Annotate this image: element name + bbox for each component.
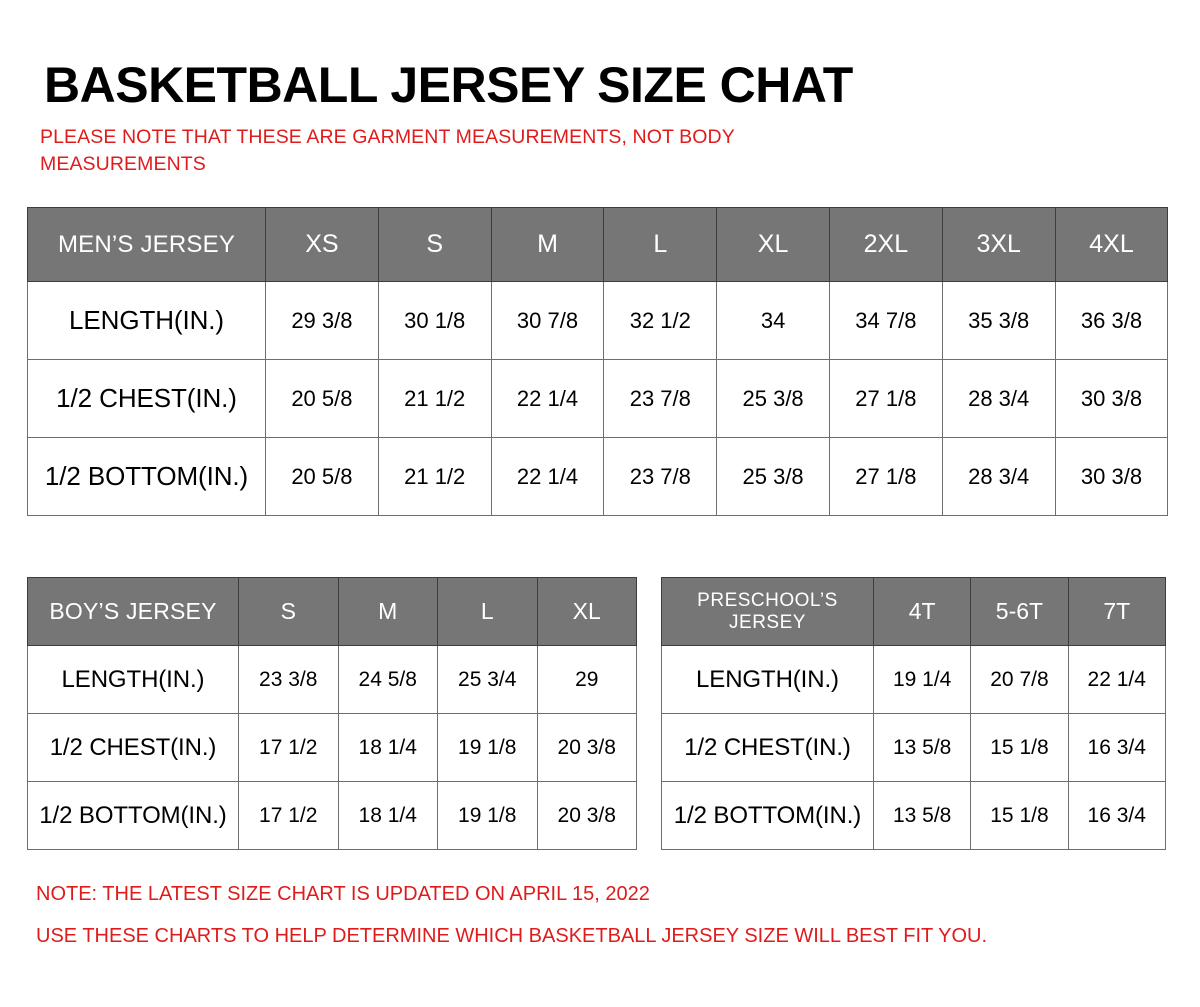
footer-note-usage: USE THESE CHARTS TO HELP DETERMINE WHICH…: [36, 925, 987, 947]
mens-measurement-cell: 30 3/8: [1054, 359, 1169, 438]
preschool-table-row: 1/2 CHEST(IN.) 13 5/8 15 1/8 16 3/4: [661, 713, 1166, 782]
preschool-table-row: LENGTH(IN.) 19 1/4 20 7/8 22 1/4: [661, 645, 1166, 714]
mens-table-head: MEN’S JERSEY XS S M L XL 2XL 3XL 4XL: [27, 207, 1169, 282]
preschool-table-body: LENGTH(IN.) 19 1/4 20 7/8 22 1/4 1/2 CHEST(I…: [661, 645, 1166, 850]
mens-corner-label: MEN’S JERSEY: [27, 207, 266, 282]
preschool-row-label: 1/2 CHEST(IN.): [661, 713, 874, 782]
mens-measurement-cell: 22 1/4: [490, 437, 605, 516]
boys-size-header-s: S: [238, 577, 339, 646]
mens-header-row: MEN’S JERSEY XS S M L XL 2XL 3XL 4XL: [27, 207, 1169, 282]
mens-size-header-2xl: 2XL: [828, 207, 943, 282]
boys-corner-label: BOY’S JERSEY: [27, 577, 239, 646]
mens-table-row: LENGTH(IN.) 29 3/8 30 1/8 30 7/8 32 1/2 34 34 …: [27, 281, 1169, 360]
mens-measurement-cell: 28 3/4: [941, 437, 1056, 516]
preschool-measurement-cell: 22 1/4: [1067, 645, 1166, 714]
mens-measurement-cell: 28 3/4: [941, 359, 1056, 438]
preschool-measurement-cell: 13 5/8: [872, 713, 972, 782]
boys-measurement-cell: 24 5/8: [337, 645, 438, 714]
preschool-table-head: PRESCHOOL’S JERSEY 4T 5-6T 7T: [661, 577, 1166, 646]
mens-measurement-cell: 29 3/8: [265, 281, 379, 360]
boys-row-label: 1/2 CHEST(IN.): [27, 713, 239, 782]
boys-measurement-cell: 20 3/8: [536, 781, 637, 850]
mens-measurement-cell: 27 1/8: [828, 359, 943, 438]
mens-row-label: LENGTH(IN.): [27, 281, 266, 360]
mens-measurement-cell: 30 3/8: [1054, 437, 1169, 516]
footer-notes: NOTE: THE LATEST SIZE CHART IS UPDATED O…: [36, 884, 1136, 968]
mens-jersey-size-table: MEN’S JERSEY XS S M L XL 2XL 3XL 4XL LENGTH(IN.)…: [27, 207, 1169, 516]
mens-table-body: LENGTH(IN.) 29 3/8 30 1/8 30 7/8 32 1/2 34 34 …: [27, 281, 1169, 516]
mens-measurement-cell: 21 1/2: [377, 437, 492, 516]
boys-size-header-l: L: [437, 577, 538, 646]
preschool-size-header-5-6t: 5-6T: [970, 577, 1069, 646]
mens-row-label: 1/2 CHEST(IN.): [27, 359, 266, 438]
preschool-table-row: 1/2 BOTTOM(IN.) 13 5/8 15 1/8 16 3/4: [661, 781, 1166, 850]
mens-measurement-cell: 25 3/8: [716, 437, 830, 516]
boys-measurement-cell: 20 3/8: [536, 713, 637, 782]
boys-measurement-cell: 18 1/4: [337, 781, 438, 850]
boys-measurement-cell: 25 3/4: [437, 645, 538, 714]
mens-measurement-cell: 34 7/8: [828, 281, 943, 360]
boys-measurement-cell: 17 1/2: [238, 713, 339, 782]
boys-measurement-cell: 19 1/8: [437, 781, 538, 850]
mens-size-header-xl: XL: [716, 207, 830, 282]
mens-measurement-cell: 20 5/8: [265, 359, 379, 438]
boys-size-header-m: M: [337, 577, 438, 646]
boys-measurement-cell: 18 1/4: [337, 713, 438, 782]
preschool-row-label: LENGTH(IN.): [661, 645, 874, 714]
page-title: BASKETBALL JERSEY SIZE CHAT: [44, 56, 853, 113]
preschool-row-label: 1/2 BOTTOM(IN.): [661, 781, 874, 850]
mens-measurement-cell: 22 1/4: [490, 359, 605, 438]
mens-table-row: 1/2 CHEST(IN.) 20 5/8 21 1/2 22 1/4 23 7/8 25…: [27, 359, 1169, 438]
mens-size-header-l: L: [603, 207, 718, 282]
preschool-measurement-cell: 16 3/4: [1067, 713, 1166, 782]
preschool-measurement-cell: 15 1/8: [970, 781, 1069, 850]
mens-measurement-cell: 35 3/8: [941, 281, 1056, 360]
boys-measurement-cell: 17 1/2: [238, 781, 339, 850]
preschool-measurement-cell: 19 1/4: [872, 645, 972, 714]
preschool-measurement-cell: 20 7/8: [970, 645, 1069, 714]
mens-size-header-xs: XS: [265, 207, 379, 282]
mens-measurement-cell: 30 7/8: [490, 281, 605, 360]
boys-size-header-xl: XL: [536, 577, 637, 646]
preschool-jersey-size-table: PRESCHOOL’S JERSEY 4T 5-6T 7T LENGTH(IN.) 19…: [661, 577, 1166, 850]
mens-size-header-s: S: [377, 207, 492, 282]
preschool-measurement-cell: 15 1/8: [970, 713, 1069, 782]
footer-note-update-date: NOTE: THE LATEST SIZE CHART IS UPDATED O…: [36, 883, 650, 905]
boys-measurement-cell: 19 1/8: [437, 713, 538, 782]
preschool-header-row: PRESCHOOL’S JERSEY 4T 5-6T 7T: [661, 577, 1166, 646]
mens-measurement-cell: 30 1/8: [377, 281, 492, 360]
boys-jersey-size-table: BOY’S JERSEY S M L XL LENGTH(IN.) 23 3/8 24 5/…: [27, 577, 637, 850]
mens-size-header-3xl: 3XL: [941, 207, 1056, 282]
preschool-measurement-cell: 16 3/4: [1067, 781, 1166, 850]
mens-measurement-cell: 21 1/2: [377, 359, 492, 438]
boys-table-row: LENGTH(IN.) 23 3/8 24 5/8 25 3/4 29: [27, 645, 637, 714]
preschool-corner-label: PRESCHOOL’S JERSEY: [661, 577, 874, 646]
mens-measurement-cell: 27 1/8: [828, 437, 943, 516]
boys-table-head: BOY’S JERSEY S M L XL: [27, 577, 637, 646]
mens-row-label: 1/2 BOTTOM(IN.): [27, 437, 266, 516]
boys-table-row: 1/2 BOTTOM(IN.) 17 1/2 18 1/4 19 1/8 20 3/8: [27, 781, 637, 850]
mens-measurement-cell: 23 7/8: [603, 437, 718, 516]
mens-measurement-cell: 23 7/8: [603, 359, 718, 438]
preschool-size-header-7t: 7T: [1067, 577, 1166, 646]
boys-measurement-cell: 29: [536, 645, 637, 714]
mens-size-header-m: M: [490, 207, 605, 282]
mens-measurement-cell: 36 3/8: [1054, 281, 1169, 360]
mens-measurement-cell: 32 1/2: [603, 281, 718, 360]
boys-row-label: 1/2 BOTTOM(IN.): [27, 781, 239, 850]
mens-measurement-cell: 20 5/8: [265, 437, 379, 516]
preschool-measurement-cell: 13 5/8: [872, 781, 972, 850]
boys-row-label: LENGTH(IN.): [27, 645, 239, 714]
mens-table-row: 1/2 BOTTOM(IN.) 20 5/8 21 1/2 22 1/4 23 7/8 2…: [27, 437, 1169, 516]
mens-size-header-4xl: 4XL: [1054, 207, 1169, 282]
mens-measurement-cell: 25 3/8: [716, 359, 830, 438]
boys-header-row: BOY’S JERSEY S M L XL: [27, 577, 637, 646]
boys-table-body: LENGTH(IN.) 23 3/8 24 5/8 25 3/4 29 1/2 CHEST…: [27, 645, 637, 850]
garment-measurement-notice: PLEASE NOTE THAT THESE ARE GARMENT MEASU…: [40, 125, 735, 176]
boys-measurement-cell: 23 3/8: [238, 645, 339, 714]
boys-table-row: 1/2 CHEST(IN.) 17 1/2 18 1/4 19 1/8 20 3/8: [27, 713, 637, 782]
mens-measurement-cell: 34: [716, 281, 830, 360]
preschool-size-header-4t: 4T: [872, 577, 972, 646]
